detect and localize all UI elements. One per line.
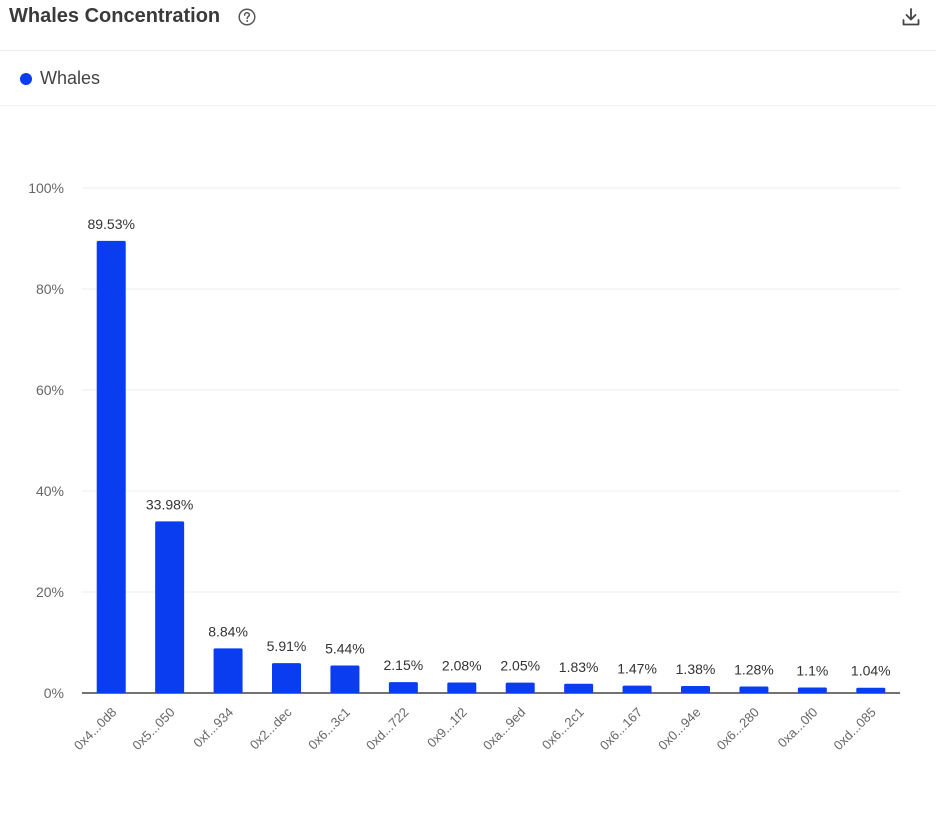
x-tick-label: 0x2...dec [247, 704, 295, 752]
bar[interactable] [96, 240, 126, 693]
x-tick-label: 0xa...0f0 [775, 705, 821, 751]
y-tick-label: 20% [36, 584, 64, 600]
bar[interactable] [739, 686, 769, 693]
x-tick-label: 0xa...9ed [480, 705, 528, 753]
y-tick-label: 80% [36, 281, 64, 297]
data-label: 2.08% [442, 657, 482, 673]
legend-label: Whales [40, 68, 101, 88]
data-label: 1.04% [851, 663, 891, 679]
data-label: 2.15% [384, 657, 424, 673]
bar[interactable] [797, 687, 827, 693]
data-label: 89.53% [87, 216, 134, 232]
x-tick-label: 0x0...94e [655, 705, 703, 753]
bar-chart: 0% 20% 40% 60% 80% 100% 89.53% 0x4...0d8 33.98% 0… [28, 180, 900, 753]
bar[interactable] [856, 687, 886, 693]
data-label: 1.83% [559, 659, 599, 675]
x-tick-label: 0x5...050 [129, 705, 177, 753]
x-tick-label: 0x6...280 [714, 705, 762, 753]
chart-legend: Whales [0, 51, 936, 106]
data-label: 1.1% [796, 662, 828, 678]
bar[interactable] [388, 682, 418, 693]
data-label: 5.44% [325, 641, 365, 657]
chart-title: Whales Concentration [9, 5, 221, 27]
x-tick-label: 0xd...085 [830, 705, 878, 753]
data-label: 1.28% [734, 662, 774, 678]
data-label: 1.38% [676, 661, 716, 677]
download-icon[interactable] [900, 6, 922, 28]
bar[interactable] [505, 682, 535, 693]
bar[interactable] [447, 682, 477, 693]
legend-item-whales[interactable]: Whales [20, 68, 100, 89]
x-tick-label: 0x6...3c1 [305, 705, 353, 753]
question-circle-icon[interactable] [238, 8, 256, 26]
bar[interactable] [681, 686, 710, 693]
data-label: 2.05% [500, 658, 540, 674]
data-label: 5.91% [267, 638, 307, 654]
x-tick-label: 0x6...2c1 [539, 705, 587, 753]
data-label: 8.84% [208, 623, 248, 639]
y-tick-label: 40% [36, 483, 64, 499]
x-tick-label: 0xd...722 [363, 705, 411, 753]
y-tick-label: 0% [44, 685, 64, 701]
bar[interactable] [213, 648, 243, 693]
bar[interactable] [155, 521, 185, 693]
bar[interactable] [564, 683, 594, 693]
y-tick-label: 100% [28, 180, 64, 196]
chart-header: Whales Concentration [0, 0, 936, 51]
legend-dot [20, 72, 32, 85]
bar[interactable] [272, 663, 301, 693]
x-tick-label: 0xf...934 [190, 705, 236, 751]
bar[interactable] [330, 665, 360, 693]
x-tick-label: 0x9...1f2 [424, 705, 470, 751]
x-tick-label: 0x4...0d8 [71, 705, 119, 753]
y-tick-label: 60% [36, 382, 64, 398]
x-tick-label: 0x6...167 [597, 705, 645, 753]
bar[interactable] [622, 685, 652, 693]
data-label: 1.47% [617, 661, 657, 677]
data-label: 33.98% [146, 496, 193, 512]
